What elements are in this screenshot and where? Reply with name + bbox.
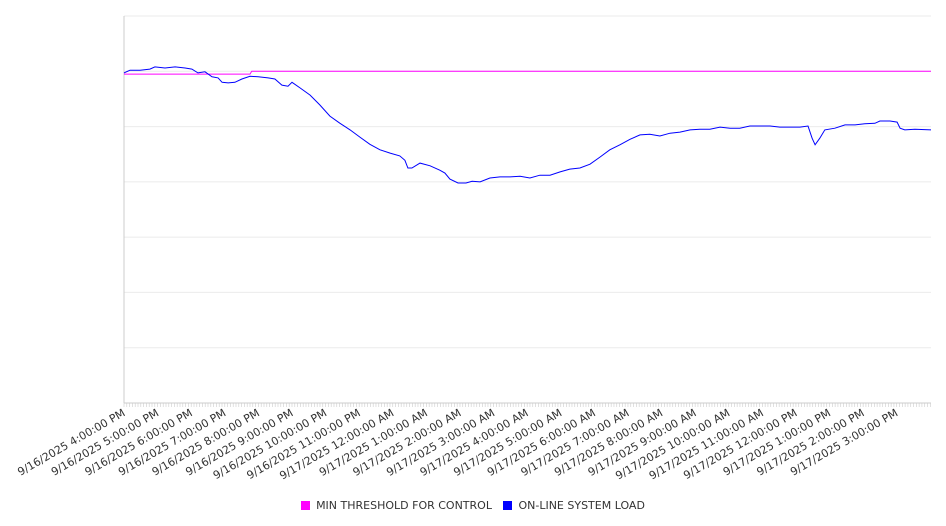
series-lines bbox=[123, 66, 932, 184]
legend-item-system-load[interactable]: ON-LINE SYSTEM LOAD bbox=[503, 499, 645, 512]
axes bbox=[123, 16, 931, 407]
legend-swatch-system-load bbox=[503, 501, 513, 510]
gridlines bbox=[124, 15, 931, 349]
legend: MIN THRESHOLD FOR CONTROL ON-LINE SYSTEM… bbox=[0, 499, 946, 513]
legend-item-threshold[interactable]: MIN THRESHOLD FOR CONTROL bbox=[301, 499, 492, 512]
legend-label-system-load: ON-LINE SYSTEM LOAD bbox=[518, 499, 645, 512]
legend-label-threshold: MIN THRESHOLD FOR CONTROL bbox=[316, 499, 492, 512]
legend-swatch-threshold bbox=[301, 501, 311, 510]
threshold-line bbox=[124, 70, 931, 75]
x-tick-labels: 9/16/2025 4:00:00 PM9/16/2025 5:00:00 PM… bbox=[15, 406, 900, 482]
system-load-line bbox=[123, 66, 932, 184]
